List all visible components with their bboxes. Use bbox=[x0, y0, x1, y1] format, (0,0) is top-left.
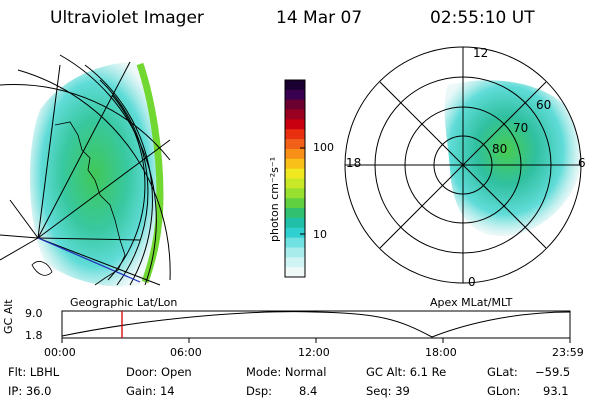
colorbar-band bbox=[285, 119, 305, 130]
gc-alt-timeline bbox=[61, 310, 571, 343]
date-label: 14 Mar 07 bbox=[276, 8, 363, 28]
time-tick-0600: 06:00 bbox=[170, 346, 202, 359]
door-status: Door: Open bbox=[126, 365, 192, 379]
auroral-emission-left bbox=[29, 62, 160, 287]
time-tick-0000: 00:00 bbox=[44, 346, 76, 359]
glat-value: −59.5 bbox=[535, 365, 571, 379]
mlat-label-70: 70 bbox=[513, 121, 529, 135]
colorbar-band bbox=[285, 148, 305, 160]
glat-label: GLat: bbox=[487, 365, 518, 379]
colorbar-band bbox=[285, 257, 305, 268]
dsp-label: Dsp: bbox=[246, 384, 273, 398]
gc-alt-tick-high: 9.0 bbox=[25, 307, 43, 320]
colorbar-band bbox=[285, 109, 305, 120]
colorbar-band bbox=[285, 198, 305, 209]
gc-alt-value: GC Alt: 6.1 Re bbox=[366, 365, 447, 379]
colorbar-unit: photon cm⁻²s⁻¹ bbox=[268, 156, 281, 242]
colorbar-band bbox=[285, 217, 305, 229]
glon-value: 93.1 bbox=[543, 384, 569, 398]
gc-alt-curve bbox=[61, 311, 571, 338]
time-label: 02:55:10 UT bbox=[430, 8, 535, 28]
dsp-value: 8.4 bbox=[299, 384, 318, 398]
gc-alt-ylabel: GC Alt bbox=[2, 299, 15, 334]
colorbar-tick-10: 10 bbox=[313, 228, 327, 241]
polar-plot bbox=[344, 46, 582, 284]
colorbar-band bbox=[285, 168, 305, 179]
geographic-image-panel bbox=[0, 54, 171, 287]
colorbar-band bbox=[285, 247, 305, 258]
colorbar-band bbox=[285, 188, 305, 199]
time-tick-1800: 18:00 bbox=[425, 346, 457, 359]
seq-value: Seq: 39 bbox=[366, 384, 410, 398]
colorbar-band bbox=[285, 139, 305, 150]
colorbar-band bbox=[285, 227, 305, 239]
filter-value: Flt: LBHL bbox=[8, 365, 60, 379]
colorbar-band bbox=[285, 99, 305, 111]
colorbar-tick-100: 100 bbox=[313, 141, 334, 154]
gain-value: Gain: 14 bbox=[126, 384, 175, 398]
mlt-label-0: 0 bbox=[468, 275, 476, 289]
auroral-emission-right bbox=[444, 80, 581, 236]
glon-label: GLon: bbox=[487, 384, 521, 398]
instrument-title: Ultraviolet Imager bbox=[50, 8, 204, 28]
time-tick-2359: 23:59 bbox=[552, 346, 584, 359]
geographic-label: Geographic Lat/Lon bbox=[70, 296, 178, 309]
mlat-label-80: 80 bbox=[492, 142, 508, 156]
colorbar-band bbox=[285, 178, 305, 189]
mode-value: Mode: Normal bbox=[246, 365, 327, 379]
colorbar-band bbox=[285, 237, 305, 248]
colorbar-band bbox=[285, 267, 305, 278]
colorbar bbox=[285, 80, 305, 278]
mlat-label-60: 60 bbox=[536, 98, 552, 112]
mlt-label-18: 18 bbox=[346, 156, 362, 170]
mlt-label-6: 6 bbox=[578, 156, 586, 170]
colorbar-band bbox=[285, 158, 305, 170]
colorbar-band bbox=[285, 129, 305, 140]
mlt-label-12: 12 bbox=[473, 46, 489, 60]
ip-value: IP: 36.0 bbox=[8, 384, 52, 398]
colorbar-band bbox=[285, 208, 305, 219]
gc-alt-tick-low: 1.8 bbox=[25, 329, 43, 342]
time-tick-1200: 12:00 bbox=[298, 346, 330, 359]
colorbar-band bbox=[285, 89, 305, 101]
colorbar-band bbox=[285, 80, 305, 91]
coastline bbox=[54, 121, 126, 286]
apex-label: Apex MLat/MLT bbox=[430, 296, 513, 309]
